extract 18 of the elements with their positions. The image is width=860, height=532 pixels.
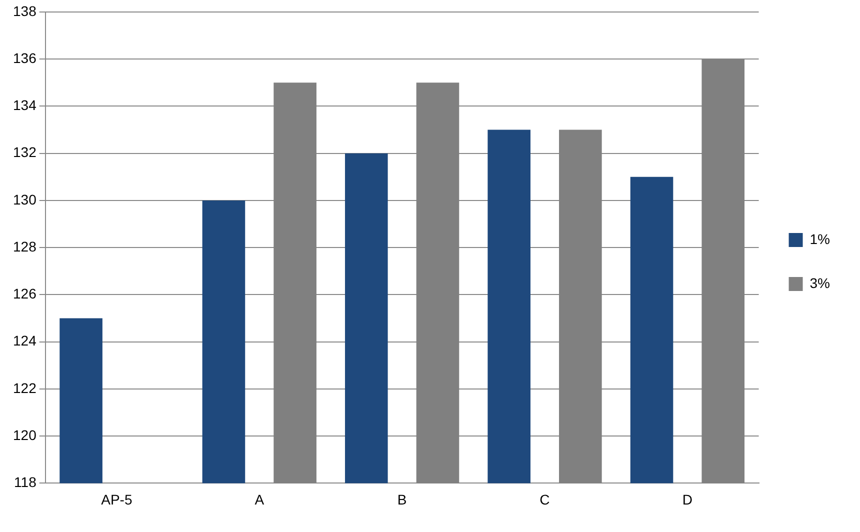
y-tick-label: 124 [13,332,37,349]
x-tick-label: A [254,491,265,508]
y-tick-label: 122 [13,380,37,396]
y-tick-label: 138 [13,2,37,19]
y-tick-label: 134 [13,97,37,114]
y-tick-label: 120 [13,426,37,443]
x-tick-label: B [397,491,407,508]
x-tick-label: D [682,491,692,508]
y-tick-label: 118 [14,474,37,490]
y-tick-label: 126 [13,286,37,302]
y-tick-label: 136 [13,50,37,66]
legend-label: 1% [810,230,830,247]
x-tick-label: C [540,491,550,508]
y-tick-label: 128 [13,238,37,254]
legend-label: 3% [810,274,830,291]
x-tick-label: AP-5 [101,491,132,508]
y-tick-label: 132 [13,144,37,160]
y-tick-label: 130 [13,191,37,208]
